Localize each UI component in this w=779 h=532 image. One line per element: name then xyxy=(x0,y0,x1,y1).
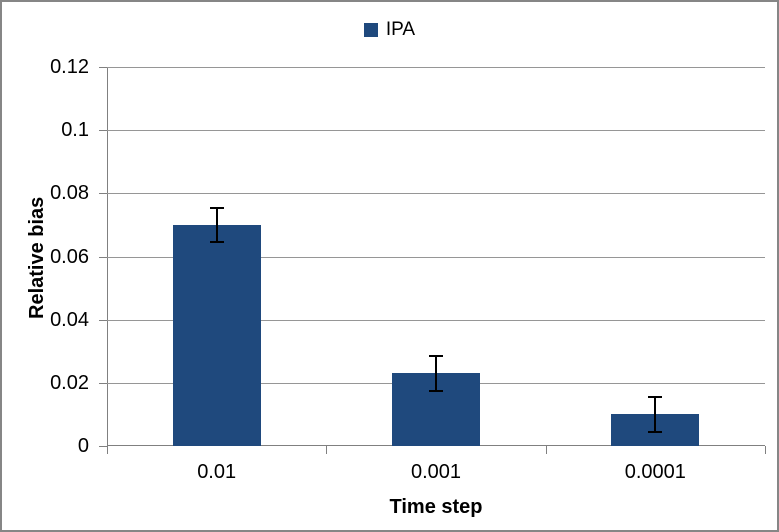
gridline xyxy=(107,319,765,321)
x-axis-tick xyxy=(545,446,547,454)
y-tick-label: 0.06 xyxy=(50,245,89,268)
legend: IPA xyxy=(2,20,777,39)
y-tick-label: 0.02 xyxy=(50,371,89,394)
y-axis-tick xyxy=(99,130,107,132)
error-bar-cap xyxy=(648,430,663,433)
x-axis-title: Time step xyxy=(389,496,483,518)
y-axis-tick xyxy=(99,193,107,195)
x-tick-label: 0.0001 xyxy=(624,461,686,483)
y-axis-title: Relative bias xyxy=(26,196,48,319)
x-tick-label: 0.01 xyxy=(197,461,237,483)
y-axis-tick xyxy=(99,256,107,258)
y-tick-label: 0.08 xyxy=(50,182,89,205)
gridline xyxy=(107,67,765,68)
error-bar-cap xyxy=(209,206,224,209)
error-bar-cap xyxy=(209,241,224,244)
x-axis-tick xyxy=(326,446,328,454)
error-bar xyxy=(435,355,437,391)
y-axis-tick xyxy=(99,67,107,68)
gridline xyxy=(107,256,765,258)
x-axis-tick xyxy=(765,446,766,454)
y-axis-tick xyxy=(99,382,107,384)
y-tick-label: 0.1 xyxy=(61,119,89,142)
y-tick-label: 0.04 xyxy=(50,308,89,331)
plot-area xyxy=(107,67,765,446)
gridline xyxy=(107,193,765,195)
gridline xyxy=(107,130,765,132)
error-bar xyxy=(215,207,218,243)
y-axis-tick xyxy=(99,446,107,447)
legend-label: IPA xyxy=(385,19,416,40)
y-tick-label: 0 xyxy=(77,435,89,457)
error-bar-cap xyxy=(429,389,443,392)
error-bar-cap xyxy=(648,396,663,399)
x-tick-label: 0.001 xyxy=(410,461,462,483)
y-tick-label: 0.12 xyxy=(50,56,89,78)
bar xyxy=(172,224,261,446)
x-axis-tick xyxy=(107,446,108,454)
error-bar xyxy=(654,397,657,432)
y-axis-tick xyxy=(99,319,107,321)
legend-swatch-icon xyxy=(363,22,378,37)
error-bar-cap xyxy=(429,354,443,357)
